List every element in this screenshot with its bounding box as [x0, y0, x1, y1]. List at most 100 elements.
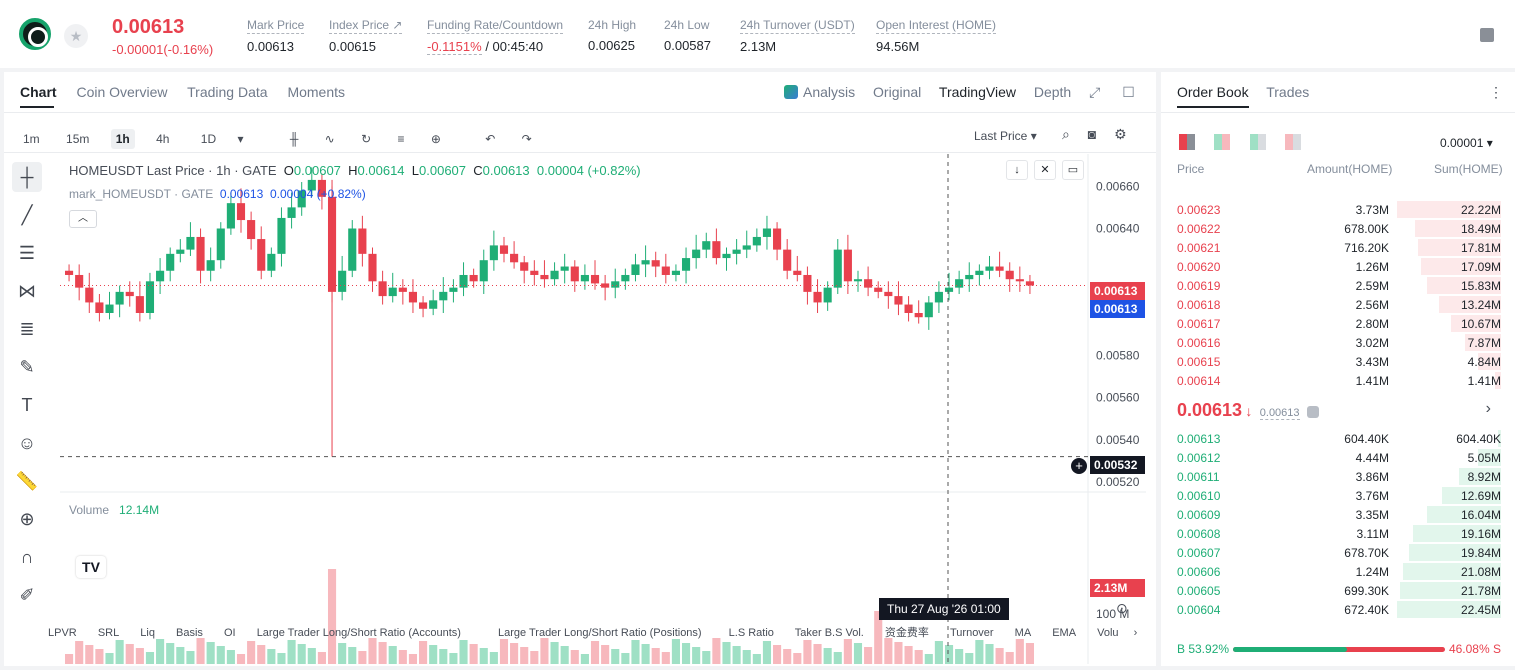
- scroll-down-button[interactable]: ↓: [1006, 160, 1028, 180]
- time-settings-icon[interactable]: ⊙: [1116, 600, 1128, 616]
- tab-coin-overview[interactable]: Coin Overview: [76, 84, 168, 100]
- reset-button[interactable]: ▭: [1062, 160, 1084, 180]
- pattern-icon[interactable]: ⋈: [18, 281, 36, 301]
- more-icon[interactable]: ⋮: [1489, 84, 1503, 100]
- tab-original[interactable]: Original: [873, 84, 922, 100]
- chevron-right-icon[interactable]: ›: [1133, 627, 1138, 639]
- timeframe-4h[interactable]: 4h: [156, 132, 170, 146]
- timeframe-1m[interactable]: 1m: [23, 132, 40, 146]
- indicators-icon[interactable]: ∿: [324, 132, 335, 146]
- pencil-icon[interactable]: ✐: [19, 585, 35, 605]
- indicator-taker-bs[interactable]: Taker B.S Vol.: [794, 627, 864, 639]
- indicator-liq[interactable]: Liq: [140, 627, 155, 639]
- ask-row[interactable]: 0.00614 1.41M 1.41M: [1177, 371, 1501, 390]
- window-icon[interactable]: ☐: [1122, 84, 1135, 100]
- price-source-select[interactable]: Last Price ▾: [974, 129, 1037, 143]
- bid-row[interactable]: 0.00612 4.44M 5.05M: [1177, 448, 1501, 467]
- volume-bar: [651, 648, 660, 664]
- search-icon[interactable]: ⌕: [1062, 126, 1070, 142]
- indicator-basis[interactable]: Basis: [176, 627, 203, 639]
- bid-row[interactable]: 0.00604 672.40K 22.45M: [1177, 600, 1501, 619]
- templates-icon[interactable]: ≡: [397, 132, 405, 146]
- ask-row[interactable]: 0.00618 2.56M 13.24M: [1177, 295, 1501, 314]
- camera-icon[interactable]: ◙: [1087, 126, 1097, 142]
- indicator-funding-rate[interactable]: 资金费率: [884, 627, 929, 639]
- favorite-star-icon[interactable]: ★: [64, 24, 88, 48]
- bid-row[interactable]: 0.00607 678.70K 19.84M: [1177, 543, 1501, 562]
- indicator-ltlsr-accounts[interactable]: Large Trader Long/Short Ratio (Accounts): [256, 627, 461, 639]
- timeframe-1d[interactable]: 1D ▾: [200, 132, 244, 146]
- tab-tradingview[interactable]: TradingView: [938, 84, 1016, 100]
- timeframe-1h[interactable]: 1h: [110, 129, 135, 149]
- add-icon[interactable]: ⊕: [430, 132, 441, 146]
- indicator-turnover[interactable]: Turnover: [949, 627, 994, 639]
- indicator-oi[interactable]: OI: [224, 627, 236, 639]
- volume-bar: [732, 646, 741, 664]
- add-alert-icon[interactable]: +: [1071, 458, 1087, 474]
- ask-row[interactable]: 0.00619 2.59M 15.83M: [1177, 276, 1501, 295]
- replay-icon[interactable]: ↻: [361, 132, 372, 146]
- bid-row[interactable]: 0.00613 604.40K 604.40K: [1177, 429, 1501, 448]
- candle-body: [884, 291, 893, 297]
- ask-row[interactable]: 0.00617 2.80M 10.67M: [1177, 314, 1501, 333]
- magnet-icon[interactable]: ∩: [20, 547, 34, 567]
- tab-depth[interactable]: Depth: [1033, 84, 1072, 100]
- redo-icon[interactable]: ↷: [521, 132, 532, 146]
- undo-icon[interactable]: ↶: [485, 132, 496, 146]
- ask-row[interactable]: 0.00621 716.20K 17.81M: [1177, 238, 1501, 257]
- view-both-icon[interactable]: [1179, 134, 1195, 150]
- ask-row[interactable]: 0.00622 678.00K 18.49M: [1177, 219, 1501, 238]
- indicator-ma[interactable]: MA: [1014, 627, 1032, 639]
- volume-bar: [277, 653, 286, 664]
- text-icon[interactable]: T: [21, 395, 33, 415]
- chart-tabs: Chart Coin Overview Trading Data Moments: [20, 84, 361, 100]
- zoom-in-icon[interactable]: ⊕: [19, 509, 35, 529]
- indicator-volume[interactable]: Volu: [1097, 627, 1119, 639]
- tab-moments[interactable]: Moments: [287, 84, 346, 100]
- view-asks-icon[interactable]: [1285, 134, 1302, 150]
- precision-select[interactable]: 0.00001 ▾: [1440, 136, 1493, 150]
- view-bids-icon[interactable]: [1249, 134, 1266, 150]
- bid-row[interactable]: 0.00611 3.86M 8.92M: [1177, 467, 1501, 486]
- crosshair-icon[interactable]: ┼: [12, 162, 42, 192]
- indicator-ls-ratio[interactable]: L.S Ratio: [728, 627, 774, 639]
- bid-row[interactable]: 0.00610 3.76M 12.69M: [1177, 486, 1501, 505]
- chevron-right-icon[interactable]: ›: [1485, 400, 1491, 417]
- expand-icon[interactable]: ⤢: [1089, 84, 1101, 100]
- emoji-icon[interactable]: ☺: [17, 433, 37, 453]
- indicator-srl[interactable]: SRL: [97, 627, 120, 639]
- ask-price: 0.00621: [1177, 241, 1221, 255]
- document-icon[interactable]: [1480, 28, 1494, 42]
- bid-row[interactable]: 0.00605 699.30K 21.78M: [1177, 581, 1501, 600]
- bid-row[interactable]: 0.00609 3.35M 16.04M: [1177, 505, 1501, 524]
- indicator-ltlsr-positions[interactable]: Large Trader Long/Short Ratio (Positions…: [497, 627, 702, 639]
- ask-row[interactable]: 0.00623 3.73M 22.22M: [1177, 200, 1501, 219]
- legend-collapse-button[interactable]: ︿: [69, 210, 97, 228]
- ask-row[interactable]: 0.00616 3.02M 7.87M: [1177, 333, 1501, 352]
- brush-icon[interactable]: ✎: [19, 357, 35, 377]
- ruler-icon[interactable]: 📏: [15, 471, 39, 491]
- candlestick-chart[interactable]: 0.006800.006600.006400.006000.005800.005…: [60, 154, 1146, 664]
- candle-body: [429, 300, 438, 309]
- ask-row[interactable]: 0.00615 3.43M 4.84M: [1177, 352, 1501, 371]
- settings-gear-icon[interactable]: ⚙: [1114, 126, 1127, 142]
- ask-row[interactable]: 0.00620 1.26M 17.09M: [1177, 257, 1501, 276]
- mid-price-row[interactable]: 0.00613 ↓ 0.00613 ›: [1177, 400, 1501, 421]
- trend-line-icon[interactable]: ╱: [21, 205, 33, 225]
- tab-trading-data[interactable]: Trading Data: [187, 84, 268, 100]
- tab-chart[interactable]: Chart: [20, 84, 57, 100]
- bid-row[interactable]: 0.00608 3.11M 19.16M: [1177, 524, 1501, 543]
- indicator-lpvr[interactable]: LPVR: [48, 627, 77, 639]
- candle-type-icon[interactable]: ╫: [289, 132, 299, 146]
- fib-icon[interactable]: ≣: [19, 319, 35, 339]
- fit-button[interactable]: ✕: [1034, 160, 1056, 180]
- tab-trades[interactable]: Trades: [1266, 84, 1310, 100]
- indicator-ema[interactable]: EMA: [1052, 627, 1077, 639]
- horizontal-lines-icon[interactable]: ☰: [18, 243, 36, 263]
- bid-row[interactable]: 0.00606 1.24M 21.08M: [1177, 562, 1501, 581]
- timeframe-15m[interactable]: 15m: [66, 132, 90, 146]
- tab-order-book[interactable]: Order Book: [1177, 84, 1249, 100]
- view-both-alt-icon[interactable]: [1214, 134, 1231, 150]
- y-tick-label: 0.00660: [1096, 179, 1140, 193]
- tab-analysis[interactable]: Analysis: [803, 84, 856, 100]
